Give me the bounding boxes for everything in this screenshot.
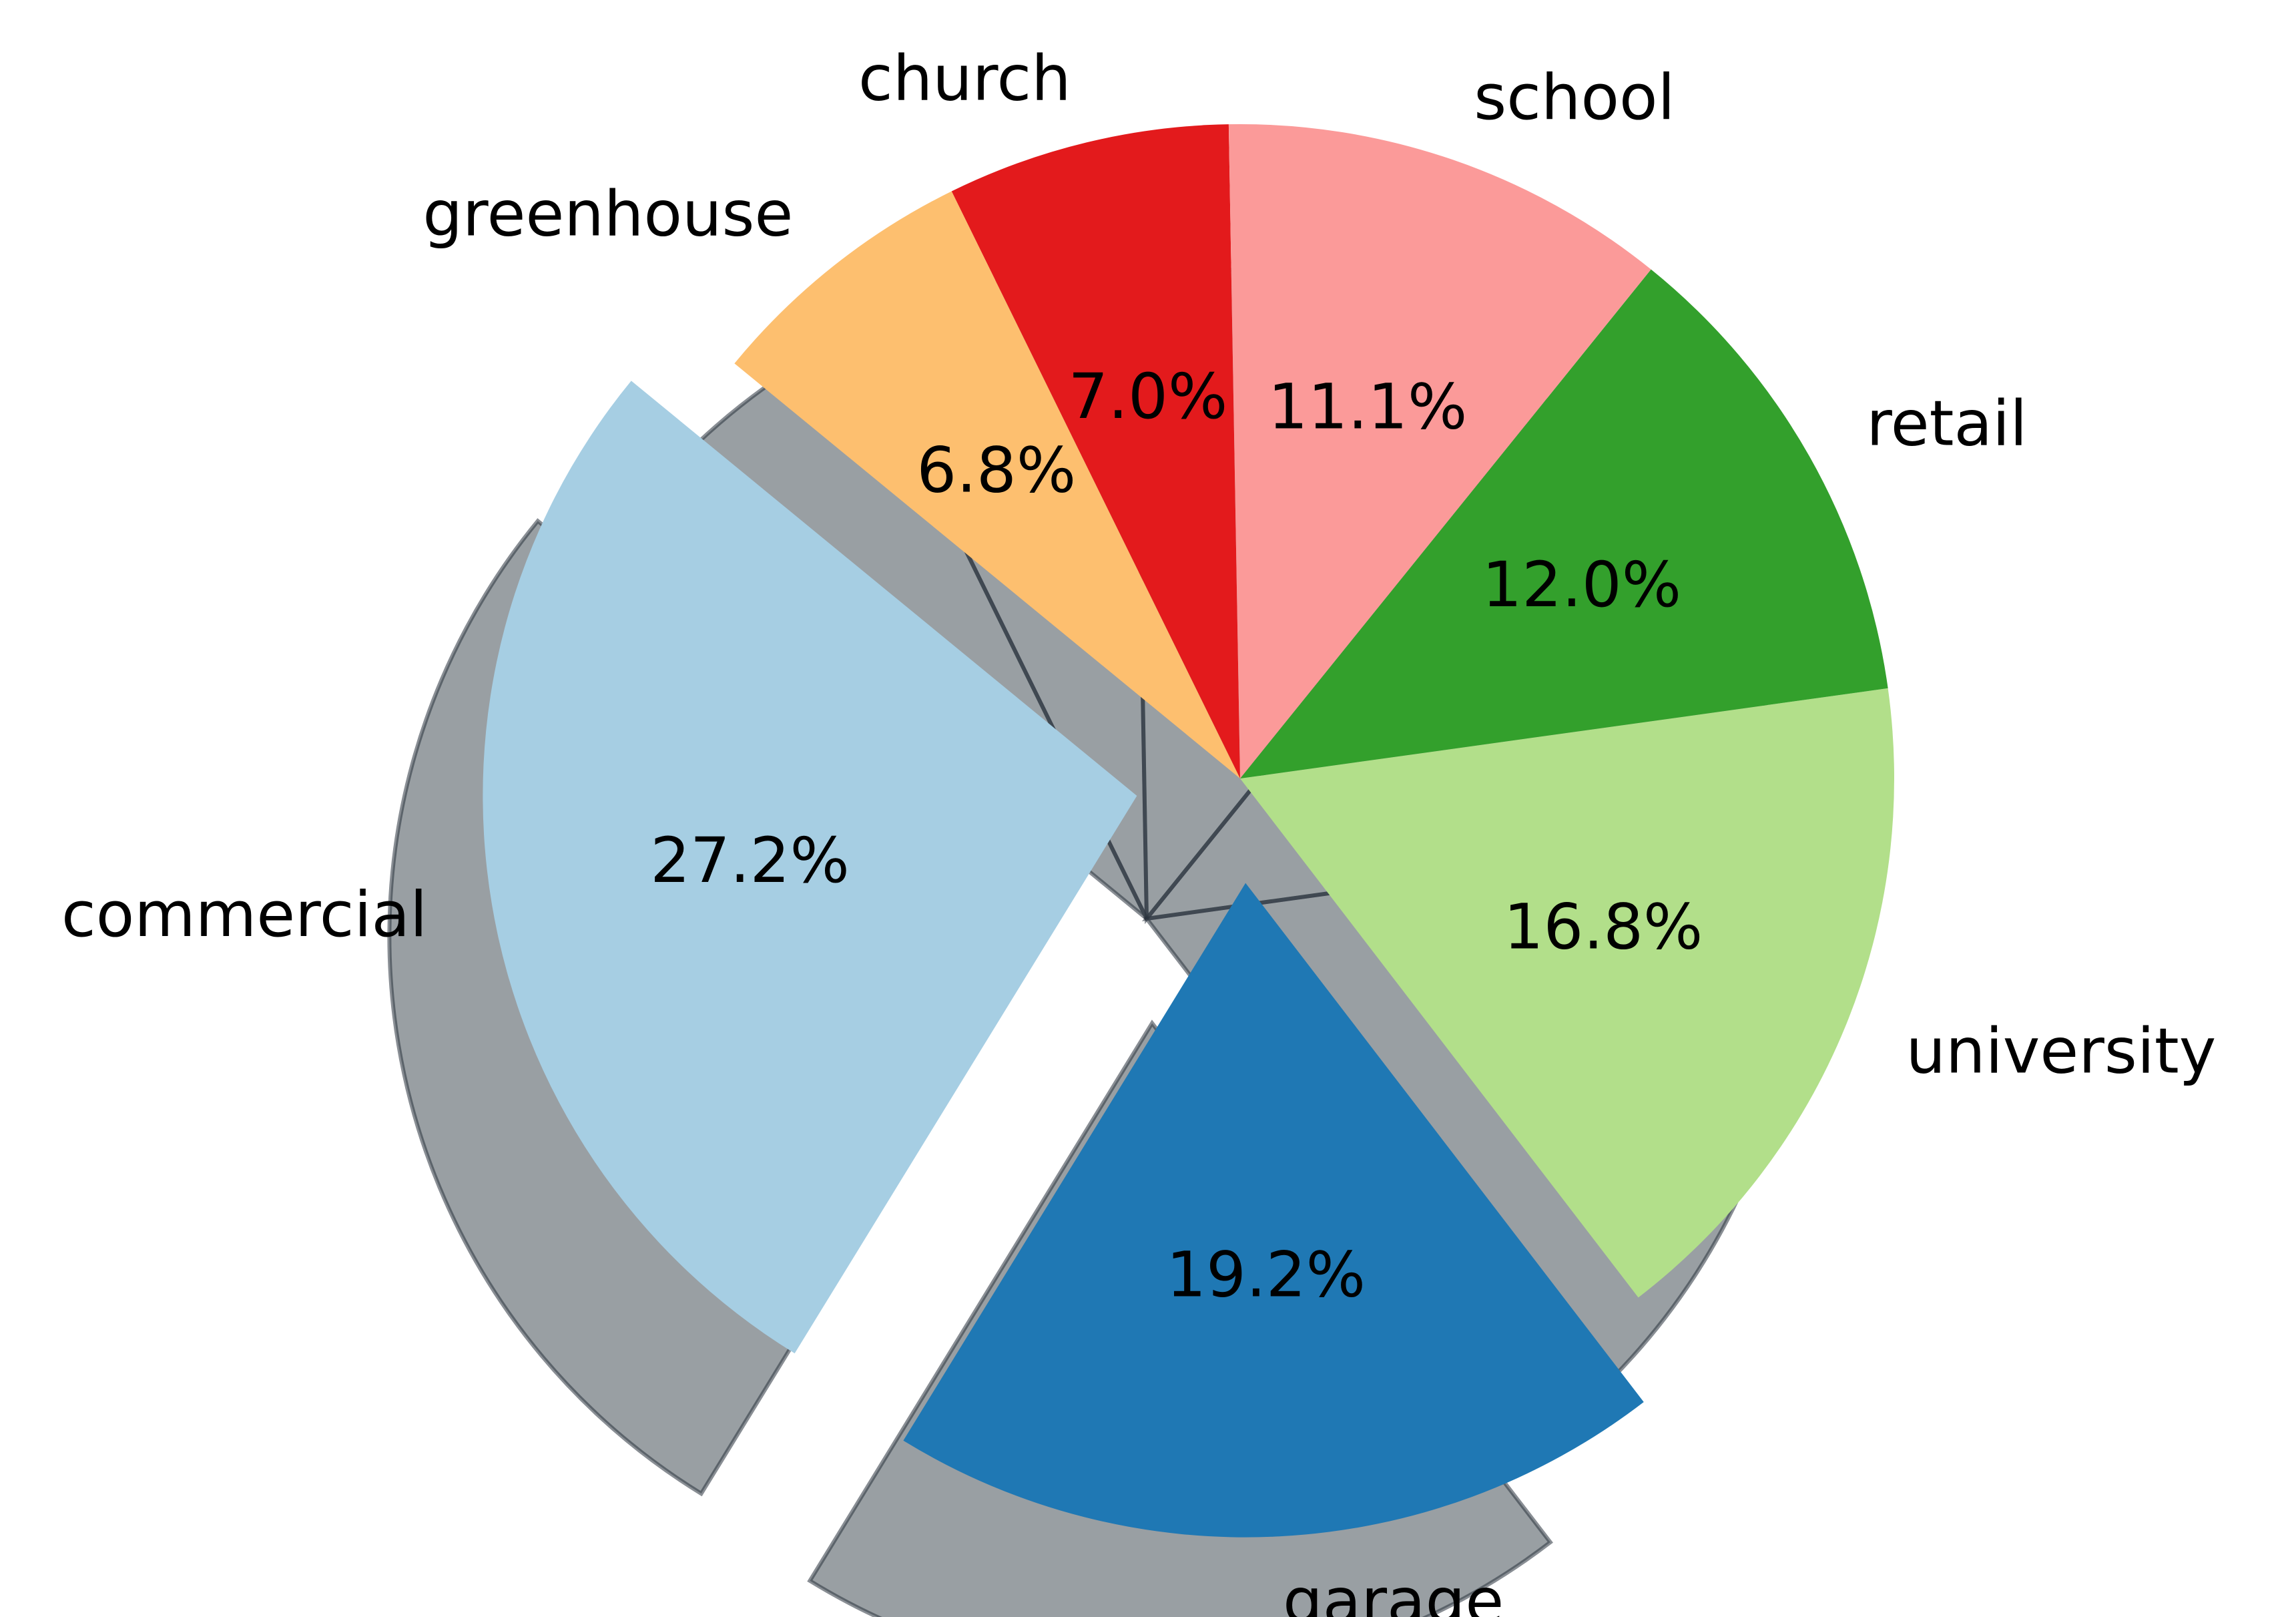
- pct-label-university: 16.8%: [1504, 891, 1703, 963]
- slice-garage: [903, 883, 1644, 1538]
- pct-label-greenhouse: 6.8%: [916, 435, 1076, 507]
- pct-label-retail: 12.0%: [1482, 549, 1681, 622]
- pct-label-school: 11.1%: [1268, 371, 1468, 443]
- slice-layer: [483, 124, 1894, 1538]
- slice-greenhouse: [734, 191, 1240, 778]
- slice-label-retail: retail: [1866, 388, 2027, 461]
- slice-label-university: university: [1906, 1015, 2216, 1088]
- pct-label-garage: 19.2%: [1166, 1238, 1366, 1311]
- slice-label-church: church: [858, 43, 1071, 116]
- label-layer: 7.0% church 6.8% greenhouse 27.2% commercial 1…: [61, 43, 2216, 1617]
- slice-retail: [1240, 269, 1888, 778]
- pct-label-commercial: 27.2%: [650, 825, 850, 897]
- slice-university: [1240, 688, 1894, 1298]
- slice-commercial: [483, 381, 1137, 1354]
- slice-church: [951, 124, 1240, 778]
- pct-label-church: 7.0%: [1068, 361, 1227, 433]
- slice-school: [1228, 124, 1651, 778]
- slice-label-school: school: [1474, 61, 1675, 134]
- slice-label-commercial: commercial: [61, 879, 427, 951]
- slice-label-greenhouse: greenhouse: [422, 178, 793, 251]
- slice-label-garage: garage: [1283, 1566, 1504, 1617]
